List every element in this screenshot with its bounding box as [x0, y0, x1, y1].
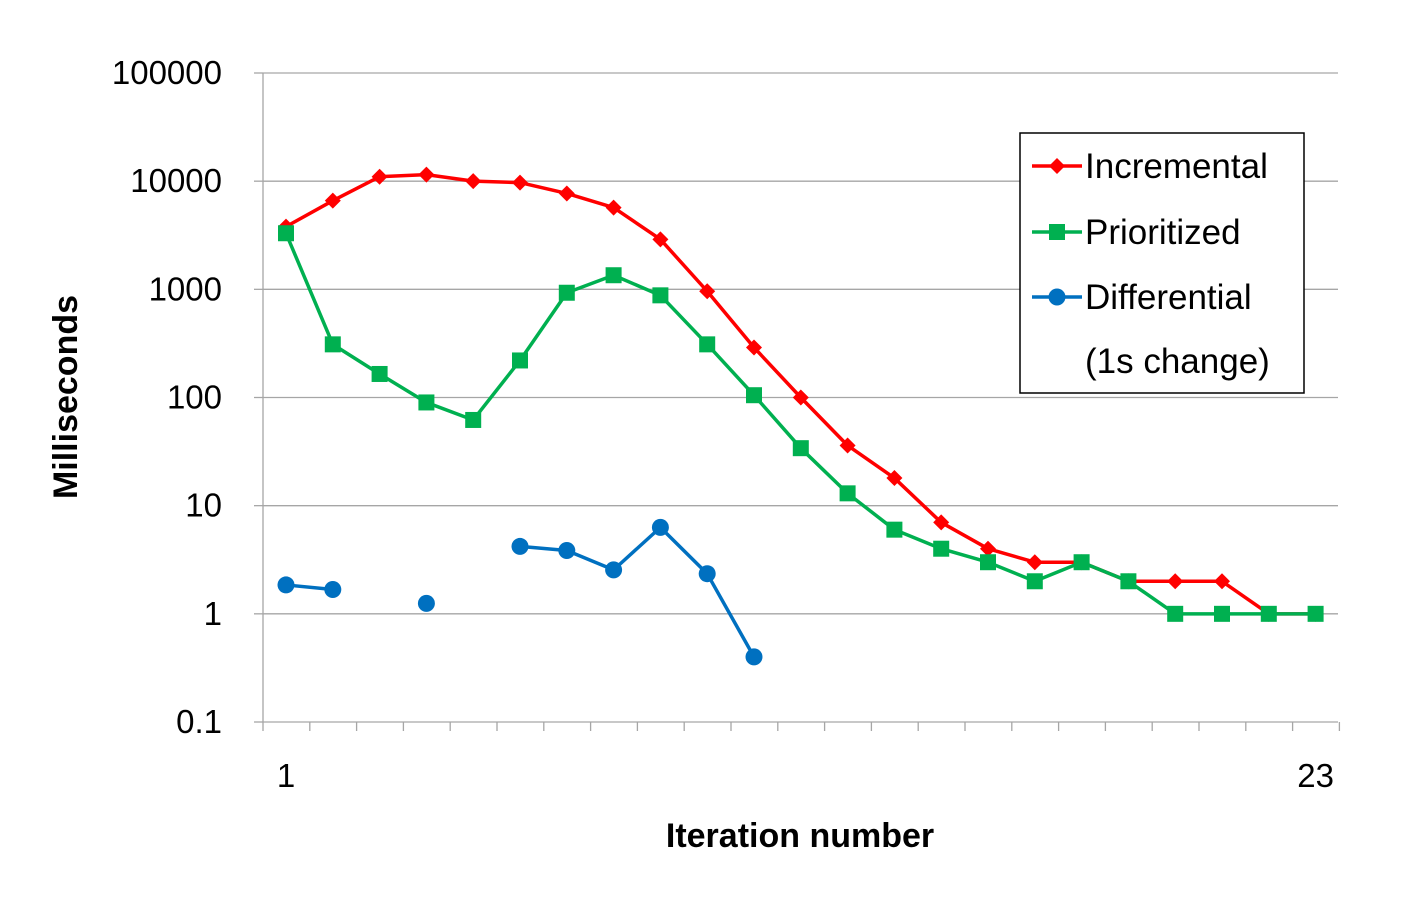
differential-point [698, 565, 716, 583]
prioritized-point [886, 521, 903, 538]
prioritized-point [278, 225, 294, 242]
legend-prioritized-label: Prioritized [1085, 213, 1241, 252]
incremental-point [652, 231, 669, 248]
prioritized-point [1026, 573, 1043, 590]
prioritized-point [792, 440, 809, 457]
incremental-point [839, 437, 856, 454]
legend-incremental-label: Incremental [1085, 147, 1268, 186]
differential-point [511, 537, 529, 555]
prioritized-point [980, 554, 996, 571]
series-group [277, 166, 1324, 666]
prioritized-point [1214, 605, 1230, 622]
prioritized-point [1120, 573, 1137, 590]
x-tick-label: 1 [277, 757, 295, 794]
differential-point [417, 594, 435, 612]
prioritized-point [558, 284, 575, 301]
prioritized-point [746, 387, 762, 404]
incremental-point [1026, 554, 1043, 571]
incremental-point [746, 339, 762, 356]
differential-line [519, 525, 756, 658]
incremental-point [512, 174, 528, 191]
incremental-point [465, 173, 482, 190]
prioritized-point [324, 336, 341, 353]
y-tick-label: 1 [204, 595, 222, 632]
prioritized-point [418, 394, 435, 411]
differential-point [277, 576, 295, 594]
series-differential [277, 518, 763, 666]
legend-incremental-marker [1049, 158, 1065, 174]
incremental-point [1167, 573, 1184, 590]
prioritized-point [1073, 554, 1090, 571]
incremental-point [933, 514, 950, 531]
y-tick-label: 1000 [149, 270, 222, 307]
incremental-point [980, 540, 996, 557]
prioritized-point [933, 540, 950, 557]
incremental-point [418, 166, 435, 183]
incremental-point [558, 185, 575, 202]
tick-labels: 0.1 1 10 100 1000 10000 100000 1 23 [112, 54, 1334, 794]
differential-point [651, 518, 669, 536]
y-tick-label: 0.1 [176, 703, 222, 740]
axes [254, 72, 1341, 731]
legend-box [1019, 132, 1305, 394]
prioritized-point [371, 365, 388, 382]
prioritized-point [1167, 605, 1184, 622]
legend-prioritized-marker [1049, 224, 1065, 240]
incremental-point [886, 470, 903, 487]
prioritized-point [652, 287, 669, 304]
y-tick-label: 100000 [112, 54, 222, 91]
y-tick-label: 100 [167, 379, 222, 416]
y-axis-title: Milliseconds [47, 295, 85, 499]
x-tick-label: 23 [1297, 757, 1334, 794]
incremental-point [324, 192, 341, 209]
differential-point [324, 580, 342, 598]
y-tick-label: 10000 [130, 162, 222, 199]
x-axis-title: Iteration number [666, 817, 934, 855]
legend-differential-marker [1048, 288, 1066, 306]
prioritized-point [1260, 605, 1277, 622]
differential-point [605, 561, 623, 579]
incremental-point [792, 389, 809, 406]
incremental-point [1214, 573, 1230, 590]
prioritized-point [1307, 605, 1324, 622]
series-prioritized [278, 225, 1324, 622]
prioritized-point [839, 485, 856, 502]
incremental-point [699, 283, 716, 300]
legend: Incremental Prioritized Differential (1s c… [1019, 132, 1305, 394]
differential-point [745, 648, 763, 666]
prioritized-point [465, 411, 482, 428]
prioritized-point [605, 267, 622, 284]
y-tick-label: 10 [185, 487, 222, 524]
incremental-point [371, 168, 388, 185]
legend-differential-label: Differential [1085, 278, 1252, 317]
incremental-point [605, 199, 622, 216]
legend-extra-line: (1s change) [1085, 342, 1270, 381]
differential-point [558, 542, 576, 560]
prioritized-point [699, 336, 716, 353]
prioritized-point [512, 352, 528, 369]
